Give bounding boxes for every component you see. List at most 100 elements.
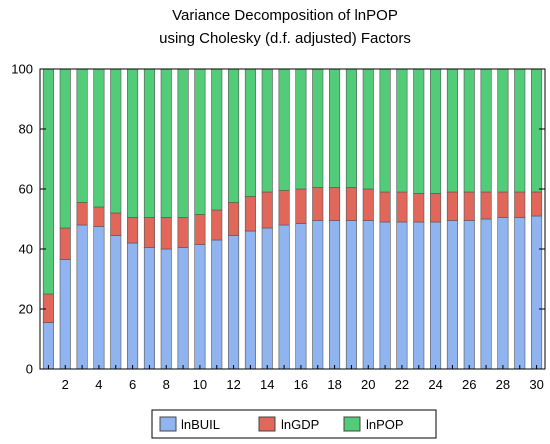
x-tick-label-12: 12 [226, 377, 240, 392]
bar-lngdp-period-30 [531, 191, 543, 217]
x-tick-label-8: 8 [163, 377, 170, 392]
x-tick-label-2: 2 [62, 377, 69, 392]
bar-lnbuil-period-6 [127, 242, 139, 370]
bar-lngdp-period-17 [312, 187, 324, 221]
bar-lnpop-period-19 [345, 68, 357, 188]
bar-lnpop-period-12 [228, 68, 240, 203]
bar-lnpop-period-23 [413, 68, 425, 194]
bar-lnbuil-period-15 [278, 224, 290, 370]
legend-label-lnbuil: lnBUIL [181, 417, 220, 432]
x-tick-label-6: 6 [129, 377, 136, 392]
x-tick-label-18: 18 [327, 377, 341, 392]
bar-lnbuil-period-4 [93, 226, 105, 370]
bar-lngdp-period-2 [59, 227, 71, 260]
bar-lngdp-period-1 [42, 293, 54, 323]
bar-lnpop-period-27 [480, 68, 492, 193]
bar-lnpop-period-28 [497, 68, 509, 193]
bar-lnpop-period-24 [430, 68, 442, 194]
bar-lngdp-period-9 [177, 217, 189, 248]
bar-lngdp-period-28 [497, 191, 509, 218]
bar-lnpop-period-17 [312, 68, 324, 188]
bar-lnbuil-period-25 [446, 220, 458, 370]
bar-lnbuil-period-5 [110, 235, 122, 370]
chart-title-line-2: using Cholesky (d.f. adjusted) Factors [159, 30, 411, 47]
bar-lnbuil-period-26 [463, 220, 475, 370]
y-tick-label-80: 80 [19, 122, 33, 137]
bar-lngdp-period-22 [396, 191, 408, 223]
bar-lngdp-period-20 [362, 188, 374, 221]
bar-lngdp-period-25 [446, 191, 458, 221]
bar-lnbuil-period-11 [211, 239, 223, 370]
chart-title-line-1: Variance Decomposition of lnPOP [172, 7, 398, 24]
bar-lnbuil-period-29 [514, 217, 526, 370]
bar-lnbuil-period-21 [379, 221, 391, 370]
bar-lnbuil-period-17 [312, 220, 324, 370]
bar-lnbuil-period-1 [42, 322, 54, 370]
bar-lnpop-period-1 [42, 68, 54, 295]
bar-lngdp-period-3 [76, 202, 88, 226]
bar-lnpop-period-14 [261, 68, 273, 193]
bar-lnpop-period-26 [463, 68, 475, 193]
y-tick-label-20: 20 [19, 302, 33, 317]
legend: lnBUIL lnGDP lnPOP [151, 409, 437, 439]
bar-lngdp-period-12 [228, 202, 240, 236]
bar-lnbuil-period-16 [295, 223, 307, 370]
x-tick-label-4: 4 [95, 377, 102, 392]
x-tick-label-30: 30 [529, 377, 543, 392]
bar-lngdp-period-24 [430, 193, 442, 223]
bar-lnbuil-period-30 [531, 215, 543, 370]
bar-lnbuil-period-8 [160, 248, 172, 370]
x-tick-label-20: 20 [361, 377, 375, 392]
x-tick-label-10: 10 [193, 377, 207, 392]
bar-lnbuil-period-10 [194, 244, 206, 370]
bar-lngdp-period-21 [379, 191, 391, 223]
y-tick-label-40: 40 [19, 242, 33, 257]
x-tick-label-28: 28 [496, 377, 510, 392]
bar-lngdp-period-27 [480, 191, 492, 220]
bar-lnpop-period-2 [59, 68, 71, 229]
bar-lngdp-period-23 [413, 193, 425, 223]
bar-lnpop-period-18 [329, 68, 341, 188]
bar-stacks [42, 68, 543, 370]
bar-lngdp-period-16 [295, 188, 307, 224]
bar-lngdp-period-10 [194, 214, 206, 245]
bar-lngdp-period-26 [463, 191, 475, 221]
bar-lnbuil-period-19 [345, 220, 357, 370]
bar-lnpop-period-16 [295, 68, 307, 190]
legend-label-lngdp: lnGDP [281, 417, 319, 432]
bar-lnpop-period-22 [396, 68, 408, 193]
legend-box [151, 409, 437, 439]
bar-lnbuil-period-3 [76, 224, 88, 370]
x-tick-label-24: 24 [428, 377, 442, 392]
bar-lnpop-period-25 [446, 68, 458, 193]
bar-lnbuil-period-23 [413, 221, 425, 370]
bar-lnpop-period-4 [93, 68, 105, 208]
bar-lngdp-period-14 [261, 191, 273, 229]
bar-lnbuil-period-20 [362, 220, 374, 370]
bar-lnpop-period-7 [143, 68, 155, 218]
bar-lnbuil-period-7 [143, 247, 155, 370]
bar-lnpop-period-9 [177, 68, 189, 218]
bar-lnpop-period-29 [514, 68, 526, 193]
bar-lnbuil-period-22 [396, 221, 408, 370]
x-tick-label-14: 14 [260, 377, 274, 392]
bar-lnbuil-period-27 [480, 218, 492, 370]
bar-lnpop-period-6 [127, 68, 139, 218]
bar-lnpop-period-13 [244, 68, 256, 197]
bar-lnbuil-period-12 [228, 235, 240, 370]
bar-lnpop-period-5 [110, 68, 122, 214]
bar-lngdp-period-29 [514, 191, 526, 218]
bar-lnpop-period-3 [76, 68, 88, 203]
x-tick-label-22: 22 [395, 377, 409, 392]
bar-lnbuil-period-14 [261, 227, 273, 370]
legend-swatch-lnbuil [159, 416, 177, 432]
bar-lnpop-period-10 [194, 68, 206, 215]
bar-lnpop-period-8 [160, 68, 172, 218]
y-tick-label-60: 60 [19, 182, 33, 197]
y-tick-label-100: 100 [11, 62, 33, 77]
legend-label-lnpop: lnPOP [366, 417, 404, 432]
bar-lngdp-period-8 [160, 217, 172, 250]
bar-lngdp-period-5 [110, 212, 122, 236]
y-axis-ticks: 0 20 40 60 80 100 [11, 62, 545, 377]
